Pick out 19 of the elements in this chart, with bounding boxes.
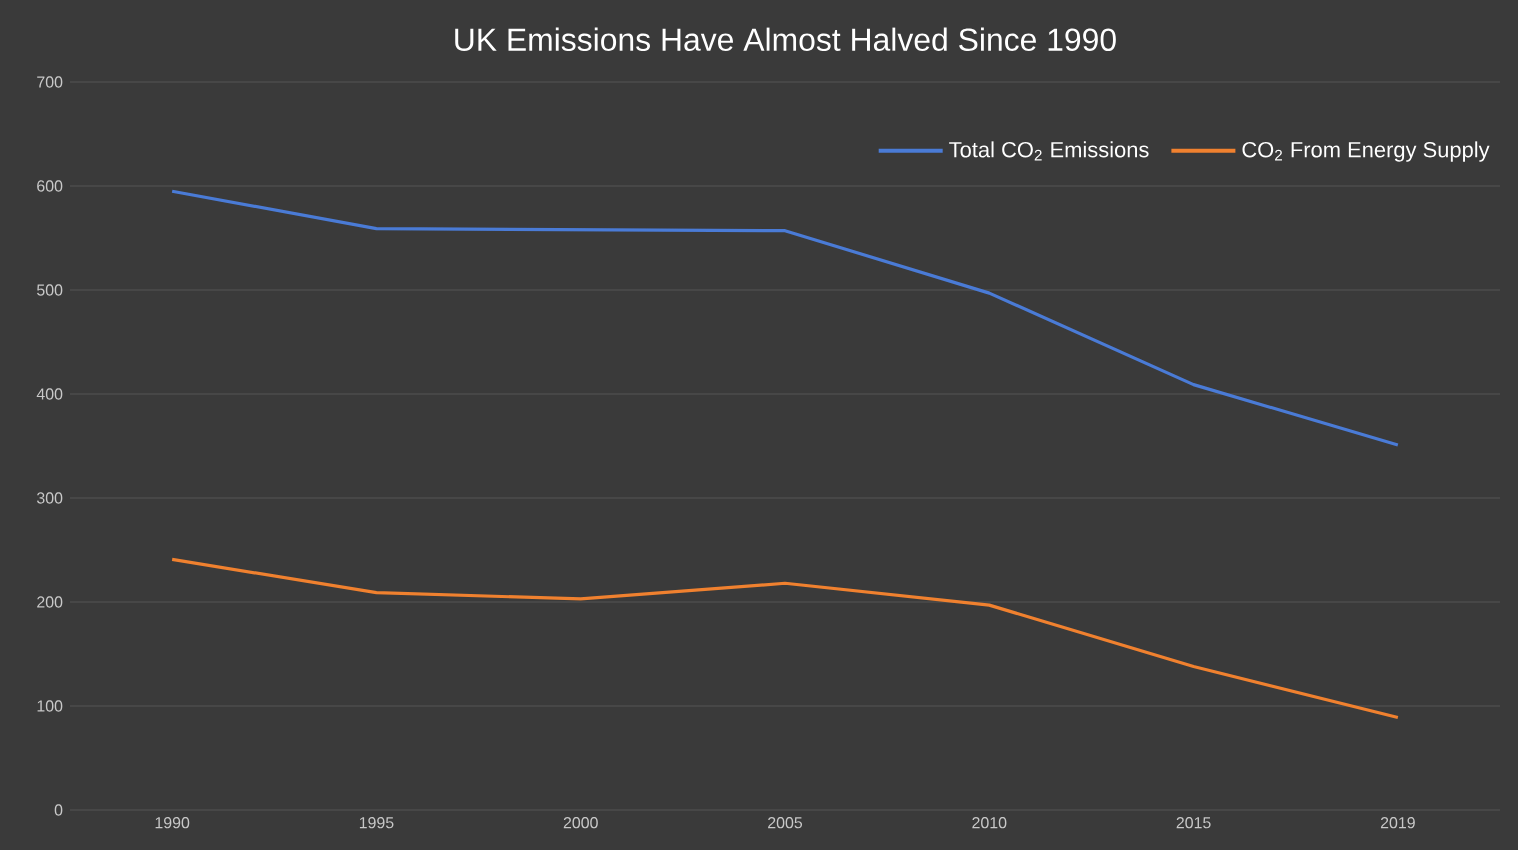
- chart-title: UK Emissions Have Almost Halved Since 1990: [455, 27, 1116, 52]
- legend-label: CO$_{2}$ From Energy Supply: [1242, 141, 1490, 162]
- y-tick-label: 400: [36, 388, 63, 400]
- y-tick-label: 500: [36, 284, 63, 296]
- x-tick-label: 2000: [563, 817, 598, 829]
- x-tick-label: 2010: [972, 817, 1007, 829]
- x-tick-label: 2005: [768, 817, 803, 829]
- y-tick-label: 0: [54, 804, 63, 816]
- x-tick-label: 1990: [155, 817, 190, 829]
- x-tick-label: 2015: [1176, 817, 1211, 829]
- x-tick-label: 2019: [1380, 817, 1415, 829]
- legend-label: Total CO$_{2}$ Emissions: [949, 141, 1149, 161]
- y-tick-label: 700: [37, 76, 63, 88]
- line-series: [170, 557, 1400, 720]
- y-tick-label: 600: [37, 180, 63, 192]
- y-tick-label: 300: [36, 492, 63, 504]
- x-tick-label: 1995: [359, 817, 394, 829]
- y-tick-label: 200: [37, 596, 63, 608]
- y-tick-label: 100: [37, 700, 63, 712]
